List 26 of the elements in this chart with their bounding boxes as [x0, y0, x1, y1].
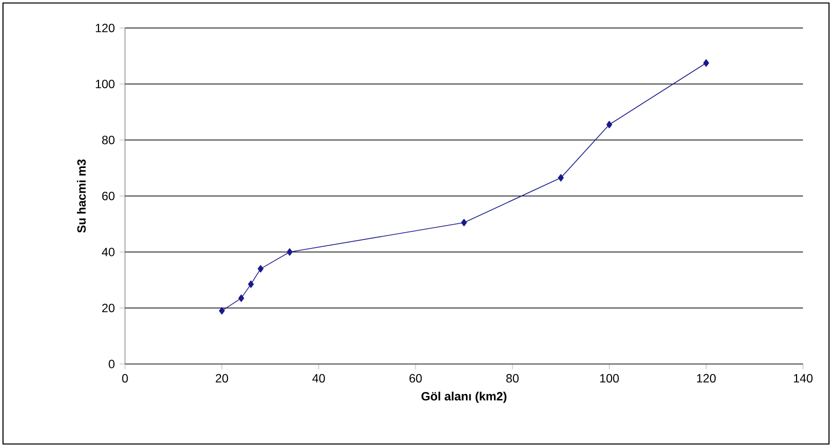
point [461, 218, 467, 226]
y-axis-title: Su hacmi m3 [76, 159, 86, 233]
x-tick-label: 100 [600, 374, 619, 383]
y-tick-label: 100 [96, 80, 114, 88]
point [218, 307, 225, 315]
point [558, 174, 564, 182]
y-tick-label: 60 [102, 192, 114, 200]
point [258, 265, 264, 273]
x-tick-label: 60 [410, 374, 422, 383]
y-tick-label: 0 [108, 360, 114, 368]
point [286, 248, 293, 256]
x-axis-title: Göl alanı (km2) [421, 392, 506, 403]
y-tick-label: 80 [102, 136, 114, 144]
x-tick-label: 120 [697, 374, 716, 383]
point [703, 59, 710, 67]
x-tick-label: 140 [794, 374, 813, 383]
point [606, 120, 612, 128]
y-tick-label: 40 [102, 248, 114, 256]
x-tick-label: 0 [122, 374, 128, 383]
y-tick-label: 120 [96, 24, 114, 32]
x-tick-label: 80 [506, 374, 519, 383]
x-tick-label: 20 [216, 374, 228, 383]
y-tick-label: 20 [102, 304, 114, 312]
point [238, 294, 244, 302]
point [248, 280, 254, 288]
x-tick-label: 40 [312, 374, 325, 383]
